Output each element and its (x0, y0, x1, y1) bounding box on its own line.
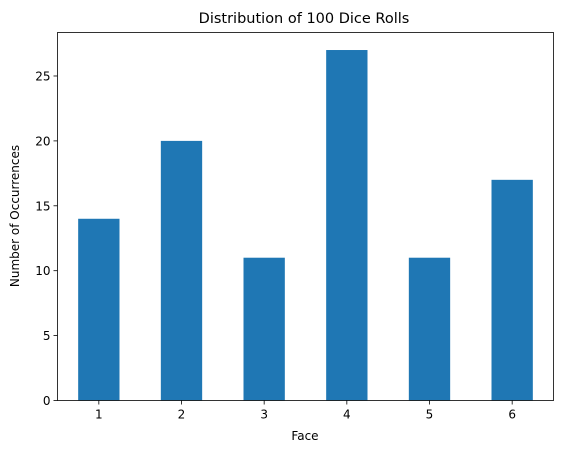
y-tick-label: 0 (43, 394, 51, 408)
y-tick-label: 10 (35, 264, 50, 278)
x-axis: 1 2 3 4 5 6 (95, 400, 516, 422)
x-tick-label: 4 (343, 408, 351, 422)
x-axis-label: Face (291, 429, 318, 443)
y-axis: 0 5 10 15 20 25 (35, 69, 58, 408)
bar-face-6 (491, 179, 533, 401)
x-tick-label: 1 (95, 408, 103, 422)
bar-face-3 (243, 257, 285, 401)
chart-title: Distribution of 100 Dice Rolls (199, 11, 410, 27)
x-tick-label: 2 (178, 408, 186, 422)
bar-face-1 (78, 218, 120, 401)
x-tick-label: 5 (426, 408, 434, 422)
x-tick-label: 6 (508, 408, 516, 422)
bars-group (78, 50, 533, 401)
y-tick-label: 20 (35, 134, 50, 148)
x-tick-label: 3 (260, 408, 268, 422)
bar-face-5 (408, 257, 451, 401)
plot-frame (57, 32, 554, 401)
bar-face-2 (160, 140, 203, 401)
y-tick-label: 5 (43, 329, 51, 343)
y-tick-label: 15 (35, 199, 50, 213)
bar-face-4 (326, 50, 368, 401)
y-axis-label: Number of Occurrences (8, 145, 22, 287)
y-tick-label: 25 (35, 69, 50, 83)
